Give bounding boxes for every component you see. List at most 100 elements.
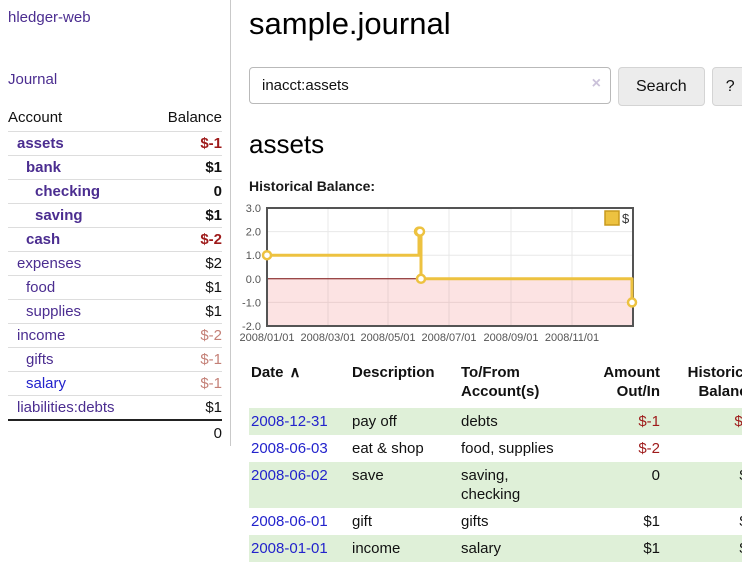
account-balance: $-2 [200,327,222,344]
transaction-balance: $1 [662,535,742,562]
svg-text:3.0: 3.0 [246,203,261,215]
accounts-total-spacer [8,419,150,446]
account-balance: $-1 [200,135,222,152]
register-header-row: Date ∧ Description To/From Account(s) Amount… [249,361,742,408]
account-link[interactable]: checking [35,183,101,200]
register-column-label: Historical Balance [687,364,742,400]
account-row: saving $1 [8,203,222,228]
account-link[interactable]: expenses [17,255,82,272]
account-link[interactable]: food [26,279,56,296]
account-balance: $2 [205,255,222,272]
account-link[interactable]: assets [17,135,64,152]
account-balance: $1 [205,207,222,224]
register-row: 2008-06-03 eat & shop food, supplies $-20 [249,435,742,462]
historical-balance-chart: 3.0 2.0 1.0 0.0 -1.0 -2.0 2008/01/01 2008/03/01… [239,202,742,348]
register-column-header: Description [350,361,459,408]
account-balance: $1 [205,303,222,320]
transaction-date-link[interactable]: 2008-06-01 [251,513,328,530]
chart-legend-label: $ [622,211,630,226]
svg-text:-2.0: -2.0 [242,321,261,333]
transaction-description: eat & shop [352,440,424,457]
account-row: income $-2 [8,323,222,348]
search-input[interactable] [249,67,611,104]
account-row: checking 0 [8,179,222,204]
svg-text:0.0: 0.0 [246,274,261,286]
transaction-balance: $2 [662,462,742,508]
transaction-description: gift [352,513,373,530]
account-title: assets [249,129,325,159]
transaction-balance: 0 [662,435,742,462]
register-column-label: To/From Account(s) [461,364,540,400]
brand-link[interactable]: hledger-web [8,9,91,26]
account-link[interactable]: gifts [26,351,54,368]
accounts-table: Account Balance assets $-1 bank $1 checking 0… [8,107,222,446]
transaction-amount: $-1 [638,413,660,430]
svg-text:2008/05/01: 2008/05/01 [360,332,415,344]
account-balance: $-1 [200,351,222,368]
chart-legend: $ [604,210,630,226]
chart-label: Historical Balance: [249,178,376,194]
svg-text:2008/07/01: 2008/07/01 [421,332,476,344]
search-button[interactable]: Search [618,67,705,106]
register-column-header: Historical Balance [662,361,742,408]
account-balance: $1 [205,399,222,416]
accounts-header-account: Account [8,109,63,126]
svg-text:2008/11/01: 2008/11/01 [545,332,599,344]
transaction-description: income [352,540,401,557]
account-link[interactable]: cash [26,231,61,248]
sidebar: hledger-web Journal Account Balance asse… [0,0,231,446]
account-row: food $1 [8,275,222,300]
account-link[interactable]: bank [26,159,62,176]
accounts-header-balance: Balance [167,109,222,126]
account-row: supplies $1 [8,299,222,324]
svg-text:2008/01/01: 2008/01/01 [239,332,294,344]
account-balance: $1 [205,279,222,296]
clear-search-icon[interactable]: × [591,75,601,92]
accounts-total-row: 0 [8,419,222,446]
register-column-label: Date [251,364,284,381]
transaction-amount: 0 [651,467,660,484]
account-row: assets $-1 [8,131,222,156]
nav-journal-link[interactable]: Journal [8,71,58,88]
svg-text:2008/03/01: 2008/03/01 [300,332,355,344]
transaction-description: save [352,467,384,484]
transaction-accounts: debts [461,413,498,430]
account-link[interactable]: income [17,327,66,344]
page-title: sample.journal [249,6,451,41]
transaction-amount: $1 [643,513,660,530]
account-row: liabilities:debts $1 [8,395,222,421]
main-panel: sample.journal × Search ? assets Histori… [231,0,742,562]
transaction-date-link[interactable]: 2008-01-01 [251,540,328,557]
transaction-date-link[interactable]: 2008-06-03 [251,440,328,457]
account-row: gifts $-1 [8,347,222,372]
help-button[interactable]: ? [711,67,742,106]
transaction-date-link[interactable]: 2008-12-31 [251,413,328,430]
transaction-description: pay off [352,413,397,430]
register-table: Date ∧ Description To/From Account(s) Amount… [249,361,742,562]
account-link[interactable]: saving [35,207,83,224]
account-link[interactable]: liabilities:debts [17,399,115,416]
account-link[interactable]: salary [26,375,67,392]
sort-ascending-icon: ∧ [289,364,301,381]
register-column-header[interactable]: Date ∧ [249,361,350,408]
svg-text:1.0: 1.0 [246,250,261,262]
transaction-accounts: gifts [461,513,489,530]
register-column-label: Amount Out/In [603,364,660,400]
svg-text:2008/09/01: 2008/09/01 [483,332,538,344]
register-row: 2008-12-31 pay off debts $-1 $-1 [249,408,742,435]
search-box: × [249,67,611,106]
transaction-accounts: salary [461,540,502,557]
search-form: × Search ? [249,67,742,106]
transaction-amount: $-2 [638,440,660,457]
account-balance: $-2 [200,231,222,248]
account-row: salary $-1 [8,371,222,396]
account-link[interactable]: supplies [26,303,82,320]
register-row: 2008-01-01 income salary $1$1 [249,535,742,562]
account-balance: $-1 [200,375,222,392]
register-row: 2008-06-01 gift gifts $1$2 [249,508,742,535]
transaction-date-link[interactable]: 2008-06-02 [251,467,328,484]
register-column-header: Amount Out/In [575,361,662,408]
transaction-accounts: food, supplies [461,440,554,457]
svg-text:2.0: 2.0 [246,227,261,239]
